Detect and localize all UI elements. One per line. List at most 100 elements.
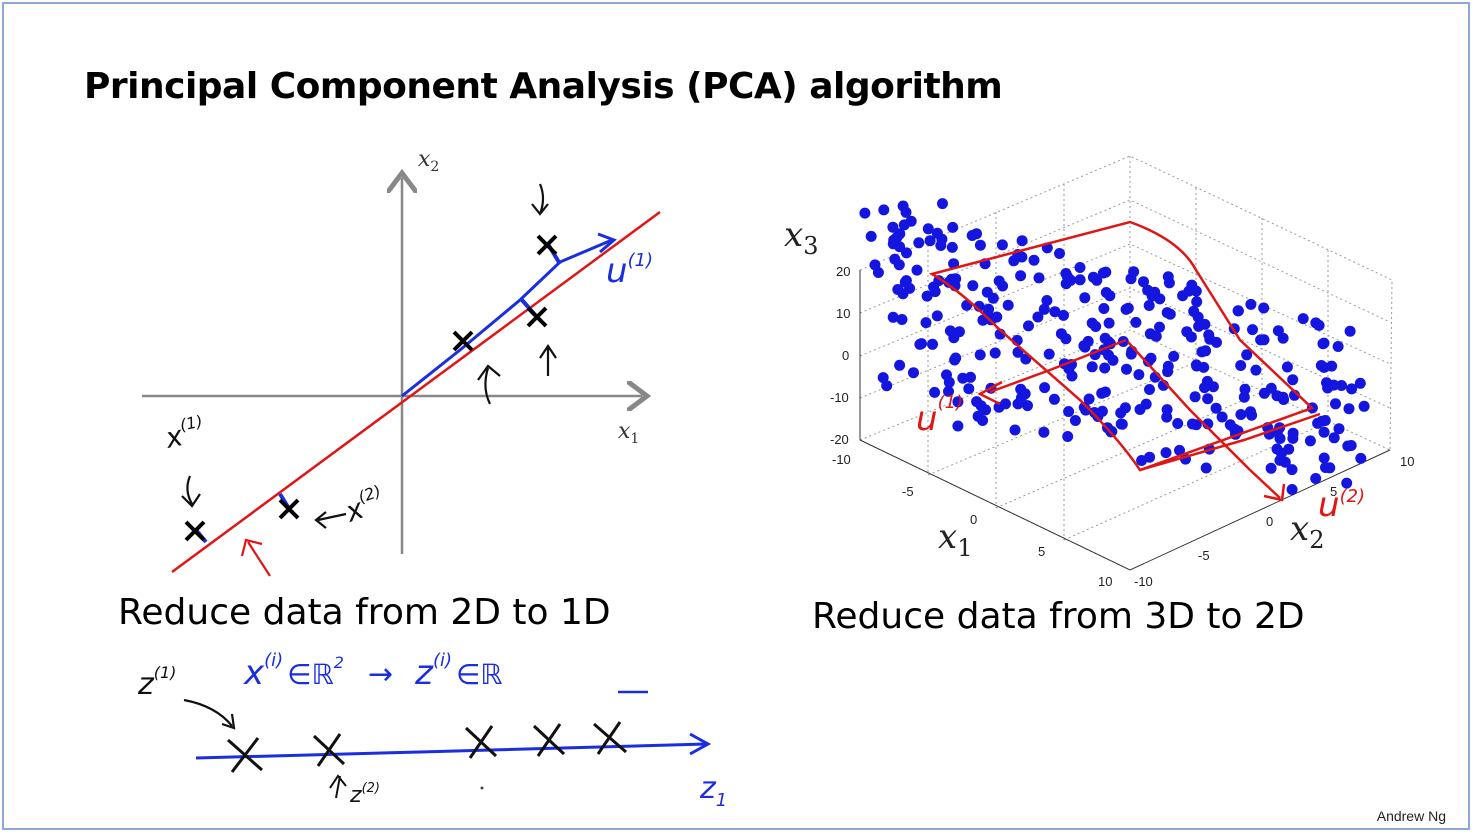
data-point-x [526, 306, 548, 328]
scatter-point [877, 372, 889, 384]
scatter-point [971, 228, 982, 240]
scatter-point [1096, 405, 1108, 417]
projected-point-x [227, 737, 263, 773]
scatter-point [1103, 317, 1115, 329]
left-caption: Reduce data from 2D to 1D [118, 592, 611, 633]
scatter-point [1023, 320, 1034, 332]
z-tick: 10 [836, 306, 850, 321]
u1-3d-label: u(1) [916, 392, 963, 439]
scatter-point [1246, 409, 1258, 421]
data-point-x [536, 234, 558, 256]
scatter-point [1341, 477, 1353, 489]
scatter-point [900, 275, 912, 287]
scatter-point [1098, 303, 1110, 314]
scatter-point [947, 221, 959, 233]
scatter-point [1216, 411, 1228, 423]
scatter-point [952, 396, 964, 408]
scatter-point [1265, 382, 1277, 394]
data-point-x [184, 520, 206, 542]
scatter-point [1286, 484, 1298, 495]
scatter-point [1330, 398, 1341, 410]
pointer-arrow [539, 344, 557, 376]
scatter-point [1145, 352, 1157, 364]
u2-3d-arrow [1249, 469, 1286, 502]
scatter-point [1318, 426, 1330, 438]
x2-tick: 5 [1330, 484, 1337, 499]
scatter-point [937, 198, 948, 210]
left-figure: x2 x1 u(1) x(1) x(2) [142, 147, 661, 577]
scatter-point [878, 204, 890, 216]
scatter-point [1232, 305, 1244, 317]
scatter-point [1245, 298, 1257, 310]
scatter-point [1174, 444, 1185, 456]
scatter-point [1188, 305, 1200, 317]
scatter-point [1358, 400, 1370, 412]
plot-box [859, 155, 1393, 571]
scatter-point [1116, 418, 1128, 430]
scatter-point [950, 352, 962, 364]
scatter-point [1318, 452, 1330, 464]
projected-point-x [532, 723, 566, 757]
scatter-point [1032, 311, 1044, 323]
scatter-point [1063, 406, 1075, 417]
z-axis-label: z1 [699, 771, 727, 811]
plane-inner-line [1127, 341, 1251, 471]
z-axis-arrow-head [689, 732, 712, 756]
scatter-point [887, 311, 899, 323]
scatter-point [935, 240, 947, 251]
x1-tick: 5 [1038, 544, 1045, 559]
scatter-point [1016, 235, 1028, 247]
scatter-point [1115, 407, 1127, 419]
scatter-point [993, 275, 1005, 287]
x2-tick: -5 [1198, 548, 1210, 563]
scatter-point [1297, 313, 1309, 325]
scatter-point [1162, 366, 1174, 378]
pointer-arrows [181, 183, 557, 529]
scatter-point [913, 237, 925, 249]
scatter-point [1332, 341, 1344, 352]
scatter-point [1258, 302, 1270, 314]
scatter-point [1054, 248, 1065, 259]
scatter-point [1144, 451, 1156, 463]
scatter-point [1346, 383, 1358, 395]
scatter-point [1143, 300, 1155, 311]
scatter-point [1271, 390, 1283, 402]
scatter-point [1062, 431, 1074, 442]
scatter-point [1235, 360, 1247, 371]
scatter-point [1099, 362, 1111, 374]
scatter-points [859, 198, 1370, 495]
scatter-point [1016, 251, 1028, 263]
scatter-point [1207, 381, 1219, 393]
scatter-point [1083, 393, 1095, 405]
scatter-point [1328, 432, 1340, 444]
scatter-point [1086, 361, 1098, 373]
z-tick: -20 [830, 432, 849, 447]
scatter-point [1122, 302, 1134, 314]
scatter-point [1055, 328, 1067, 340]
scatter-point [1235, 409, 1247, 420]
scatter-point [1247, 324, 1258, 336]
scatter-point [1355, 452, 1367, 464]
z1-label: z(1) [137, 663, 176, 702]
scatter-point [1189, 391, 1201, 403]
scatter-point [929, 386, 941, 398]
pointer-arrow [181, 475, 201, 508]
scatter-point [887, 238, 899, 250]
scatter-point [894, 359, 906, 371]
scatter-point [1310, 317, 1322, 329]
scatter-point [1283, 443, 1295, 455]
scatter-point [924, 235, 936, 247]
x2-axis-label: x2 [418, 147, 439, 175]
scatter-point [952, 420, 964, 432]
scatter-point [1061, 270, 1073, 282]
scatter-point [1191, 296, 1203, 308]
scatter-point [1022, 400, 1033, 412]
scatter-point [943, 385, 954, 397]
scatter-point [1130, 316, 1142, 328]
author-credit: Andrew Ng [1376, 808, 1446, 824]
scatter-point [1177, 290, 1189, 302]
scatter-point [1043, 348, 1055, 360]
scatter-point [1121, 363, 1132, 375]
scatter-point [1074, 262, 1086, 273]
scatter-point [1281, 361, 1293, 373]
